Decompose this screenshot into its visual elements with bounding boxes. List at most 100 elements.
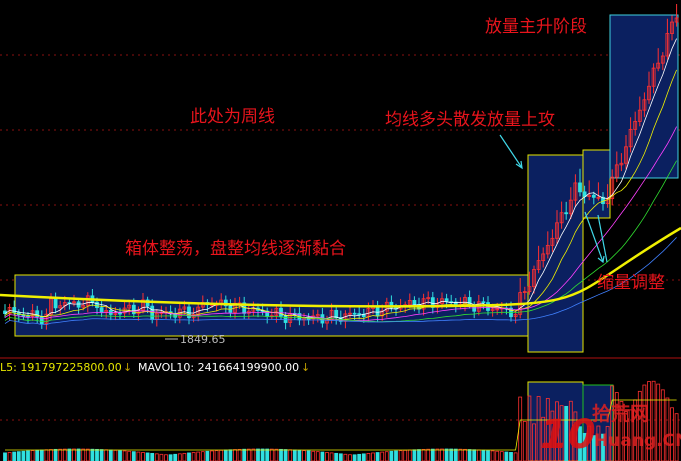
volume-bar: [670, 407, 674, 461]
volume-bar: [389, 450, 394, 461]
volume-bar: [85, 448, 90, 461]
volume-bar: [384, 451, 389, 461]
volume-bar: [127, 450, 132, 461]
moving-average: [4, 38, 677, 319]
candle-body: [591, 194, 596, 198]
volume-bar: [67, 448, 72, 461]
volume-bar: [205, 450, 210, 461]
volume-bar: [453, 448, 458, 461]
volume-bar: [150, 452, 155, 461]
candle-body: [564, 212, 569, 215]
volume-bar: [302, 450, 306, 461]
volume-bar: [504, 451, 509, 461]
candle-body: [555, 222, 559, 239]
candle-body: [357, 313, 362, 316]
candle-body: [141, 299, 145, 311]
volume-bar: [527, 395, 532, 461]
candle-body: [541, 253, 546, 262]
volume-bar: [265, 448, 270, 461]
volume-bar: [472, 449, 477, 461]
volume-bar: [394, 450, 398, 461]
volume-bar: [251, 448, 256, 461]
candle-body: [610, 176, 615, 200]
volume-bar: [651, 380, 656, 461]
volume-bar: [357, 453, 362, 461]
volume-bar: [53, 448, 58, 461]
volume-bar: [256, 448, 260, 461]
candle-body: [573, 182, 578, 201]
candle-body: [246, 310, 251, 314]
annotation: 缩量调整: [597, 273, 665, 293]
volume-bar: [7, 452, 12, 461]
candle-body: [559, 212, 564, 224]
candle-body: [527, 286, 532, 293]
volume-bar: [449, 448, 454, 461]
volume-bar: [292, 449, 297, 461]
volume-bar: [283, 449, 288, 461]
candle-body: [463, 297, 467, 305]
volume-bar: [628, 409, 633, 461]
volume-bar: [99, 449, 104, 461]
volume-bar: [637, 390, 642, 461]
volume-bar: [366, 453, 371, 461]
volume-bar: [417, 449, 421, 461]
watermark-domain: Huang.CN: [594, 431, 681, 451]
volume-bar: [260, 448, 265, 461]
candle-body: [150, 305, 155, 321]
volume-bar: [412, 449, 417, 461]
annotation: 此处为周线: [190, 107, 275, 127]
volume-bar: [329, 452, 334, 461]
candle-body: [674, 17, 679, 23]
volume-bar: [624, 411, 628, 461]
candle-body: [430, 297, 435, 308]
candle-body: [513, 313, 518, 318]
volume-bar: [582, 432, 587, 461]
candle-body: [104, 310, 109, 313]
annotation: 箱体整荡，盘整均线逐渐黏合: [125, 239, 346, 259]
volume-bar: [541, 416, 546, 461]
candle-body: [35, 310, 40, 317]
volume-bar: [338, 453, 343, 461]
candle-body: [118, 312, 122, 315]
candle-body: [647, 85, 651, 101]
long-ma: [0, 226, 681, 308]
volume-bar: [352, 454, 357, 461]
volume-bar: [361, 453, 366, 461]
candle-body: [642, 99, 647, 111]
vol-ma5: L5: 191797225800.00: [0, 361, 122, 374]
volume-bar: [246, 448, 251, 461]
candle-body: [614, 164, 619, 178]
volume-bar: [440, 448, 444, 461]
candle-body: [334, 309, 339, 318]
candle-body: [182, 306, 187, 310]
volume-bar: [159, 453, 164, 461]
candle-body: [481, 301, 486, 304]
candle-body: [348, 312, 352, 315]
candle-body: [624, 146, 628, 164]
volume-bar: [58, 448, 63, 461]
candle-body: [81, 304, 86, 308]
box-adjust: [582, 149, 611, 219]
annotation: 放量主升阶段: [485, 17, 587, 37]
candle-body: [380, 310, 385, 317]
volume-bar: [274, 448, 279, 461]
volume-bar: [555, 401, 559, 461]
volume-bar: [269, 448, 274, 461]
candle-body: [596, 196, 601, 199]
candle-body: [532, 269, 536, 288]
candle-body: [545, 244, 550, 255]
volume-bar: [35, 449, 40, 461]
volume-bar: [435, 448, 440, 461]
vol-arrow: ↓: [123, 361, 132, 374]
volume-bar: [297, 449, 302, 461]
candle-body: [568, 199, 573, 215]
volume-bar: [196, 451, 201, 461]
volume-bar: [76, 448, 81, 461]
candle-body: [58, 305, 63, 309]
volume-bar: [375, 452, 380, 461]
candle-body: [131, 304, 136, 315]
volume-bar: [467, 449, 472, 461]
candle-body: [578, 182, 582, 193]
volume-bar: [564, 405, 569, 461]
moving-average: [4, 160, 677, 323]
